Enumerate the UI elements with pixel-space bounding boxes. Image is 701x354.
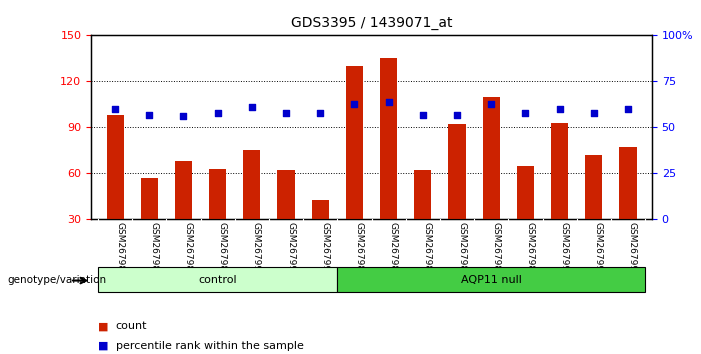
Text: percentile rank within the sample: percentile rank within the sample: [116, 341, 304, 351]
Text: GSM267990: GSM267990: [252, 222, 261, 277]
Bar: [483, 97, 500, 266]
Text: GSM267988: GSM267988: [491, 222, 501, 277]
Point: [212, 110, 223, 115]
Bar: [312, 200, 329, 266]
Text: count: count: [116, 321, 147, 331]
Bar: [380, 58, 397, 266]
Point: [280, 110, 292, 115]
Point: [315, 110, 326, 115]
Point: [246, 104, 257, 110]
Bar: [449, 124, 465, 266]
Text: GSM267986: GSM267986: [217, 222, 226, 277]
Bar: [517, 166, 534, 266]
Text: GSM267991: GSM267991: [286, 222, 295, 277]
Bar: [243, 150, 260, 266]
Text: GSM267995: GSM267995: [628, 222, 637, 277]
Point: [520, 110, 531, 115]
Point: [178, 114, 189, 119]
Bar: [551, 123, 568, 266]
Bar: [278, 170, 294, 266]
Bar: [141, 178, 158, 266]
Title: GDS3395 / 1439071_at: GDS3395 / 1439071_at: [291, 16, 452, 30]
Point: [349, 101, 360, 106]
Bar: [107, 115, 123, 266]
Point: [417, 112, 428, 118]
Text: GSM267983: GSM267983: [184, 222, 193, 277]
Bar: [346, 66, 363, 266]
Point: [144, 112, 155, 118]
Point: [622, 106, 634, 112]
Text: GSM267981: GSM267981: [355, 222, 363, 277]
Bar: [337, 267, 645, 292]
Point: [554, 106, 565, 112]
Point: [451, 112, 463, 118]
Text: ■: ■: [98, 341, 109, 351]
Bar: [414, 170, 431, 266]
Text: genotype/variation: genotype/variation: [7, 275, 106, 285]
Text: GSM267985: GSM267985: [423, 222, 432, 277]
Text: GSM267994: GSM267994: [320, 222, 329, 276]
Text: control: control: [198, 275, 237, 285]
Bar: [175, 161, 192, 266]
Text: GSM267993: GSM267993: [594, 222, 603, 277]
Text: GSM267984: GSM267984: [388, 222, 397, 276]
Text: ■: ■: [98, 321, 109, 331]
Bar: [585, 155, 602, 266]
Text: GSM267987: GSM267987: [457, 222, 466, 277]
Point: [109, 106, 121, 112]
Point: [486, 101, 497, 106]
Text: GSM267989: GSM267989: [526, 222, 534, 277]
Bar: [620, 147, 637, 266]
Text: GSM267982: GSM267982: [149, 222, 158, 276]
Point: [588, 110, 599, 115]
Text: AQP11 null: AQP11 null: [461, 275, 522, 285]
Text: GSM267980: GSM267980: [115, 222, 124, 277]
Bar: [98, 267, 337, 292]
Point: [383, 99, 394, 104]
Bar: [209, 169, 226, 266]
Text: GSM267992: GSM267992: [559, 222, 569, 276]
